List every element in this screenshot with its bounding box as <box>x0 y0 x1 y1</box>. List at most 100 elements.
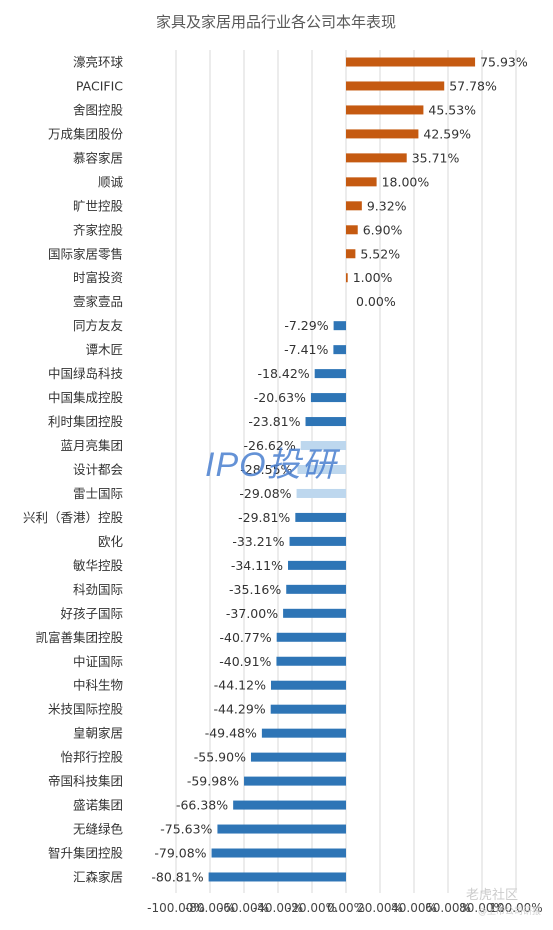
value-label: 35.71% <box>412 150 460 165</box>
bar <box>346 57 476 67</box>
category-label: PACIFIC <box>76 78 123 93</box>
x-tick-label: -80.00% <box>185 901 235 915</box>
value-label: 1.00% <box>353 270 393 285</box>
category-label: 中证国际 <box>73 654 123 669</box>
value-label: -7.41% <box>284 342 328 357</box>
ticks-layer: -100.00%-80.00%-60.00%-40.00%-20.00%0.00… <box>147 901 543 915</box>
value-label: -66.38% <box>176 798 228 813</box>
bar <box>288 560 346 570</box>
value-label: 9.32% <box>367 198 407 213</box>
value-label: 0.00% <box>356 294 396 309</box>
bar <box>346 177 377 187</box>
x-tick-label: 80.00% <box>459 901 505 915</box>
value-label: -23.81% <box>248 414 300 429</box>
value-label: 57.78% <box>449 78 497 93</box>
value-label: -40.91% <box>219 654 271 669</box>
value-label: 6.90% <box>363 222 403 237</box>
category-label: 舍图控股 <box>73 102 124 117</box>
x-tick-label: -40.00% <box>253 901 303 915</box>
bar <box>261 728 346 738</box>
bar <box>283 608 346 618</box>
value-label: -20.63% <box>254 390 306 405</box>
bar <box>300 441 346 451</box>
x-tick-label: 40.00% <box>391 901 437 915</box>
value-label: -18.42% <box>257 366 309 381</box>
bar <box>310 393 346 403</box>
bar <box>250 752 346 762</box>
category-label: 好孩子国际 <box>60 606 123 621</box>
bar <box>346 225 358 235</box>
bar <box>346 81 445 91</box>
x-tick-label: 100.00% <box>489 901 542 915</box>
bar <box>270 680 346 690</box>
x-tick-label: 0.00% <box>327 901 365 915</box>
bar <box>233 800 346 810</box>
category-label: 雷士国际 <box>73 486 123 501</box>
category-label: 谭木匠 <box>85 342 123 357</box>
bar <box>346 201 362 211</box>
bar <box>211 848 346 858</box>
watermark-text: IPO投研 <box>205 446 337 484</box>
bar <box>346 153 407 163</box>
x-tick-label: -100.00% <box>147 901 205 915</box>
category-label: 利时集团控股 <box>48 414 124 429</box>
bar <box>333 321 346 331</box>
category-label: 顺诚 <box>98 174 124 189</box>
value-label: -44.29% <box>214 702 266 717</box>
value-label: -59.98% <box>187 774 239 789</box>
bar <box>276 656 346 666</box>
category-label: 凯富善集团控股 <box>35 630 123 645</box>
bar <box>217 824 346 834</box>
value-label: 18.00% <box>382 174 430 189</box>
category-label: 慕容家居 <box>73 150 123 165</box>
value-label: -40.77% <box>220 630 272 645</box>
category-label: 盛诺集团 <box>73 798 123 813</box>
x-tick-label: 60.00% <box>425 901 471 915</box>
category-label: 齐家控股 <box>73 222 124 237</box>
value-label: 5.52% <box>360 246 400 261</box>
category-label: 汇森家居 <box>73 869 123 884</box>
bars-layer <box>208 57 476 882</box>
category-label: 蓝月亮集团 <box>60 438 123 453</box>
bar <box>270 704 346 714</box>
bar <box>305 417 346 427</box>
value-label: -44.12% <box>214 678 266 693</box>
category-label: 敏华控股 <box>73 558 124 573</box>
category-label: 米技国际控股 <box>48 702 124 717</box>
bar <box>346 249 356 259</box>
category-label: 旷世控股 <box>73 198 124 213</box>
grid-layer <box>175 50 517 893</box>
bar <box>286 584 346 594</box>
bar <box>346 129 419 139</box>
category-label: 中国集成控股 <box>48 390 124 405</box>
x-tick-label: 20.00% <box>357 901 403 915</box>
x-tick-label: -60.00% <box>219 901 269 915</box>
bar <box>244 776 346 786</box>
category-label: 中科生物 <box>73 678 123 693</box>
category-label: 科劲国际 <box>73 582 123 597</box>
value-label: -34.11% <box>231 558 283 573</box>
bar <box>314 369 346 379</box>
corner-watermark: 老虎社区 <box>466 888 519 903</box>
category-label: 中国绿岛科技 <box>48 366 124 381</box>
bar <box>346 105 424 115</box>
category-label: 国际家居零售 <box>48 246 123 261</box>
bar <box>333 345 346 355</box>
value-label: -79.08% <box>154 846 206 861</box>
category-label: 欧化 <box>98 534 124 549</box>
value-label: -49.48% <box>205 726 257 741</box>
bar <box>295 512 346 522</box>
value-label: -75.63% <box>160 822 212 837</box>
value-label: 75.93% <box>480 55 528 70</box>
value-label: -37.00% <box>226 606 278 621</box>
value-label: -7.29% <box>284 318 328 333</box>
category-label: 壹家壹品 <box>73 294 123 309</box>
labels-layer: 濠亮环球 75.93% PACIFIC 57.78% 舍图控股 45.53% 万成集团股份 4… <box>23 55 528 885</box>
category-label: 怡邦行控股 <box>60 750 123 765</box>
bar <box>297 464 346 474</box>
category-label: 万成集团股份 <box>48 126 124 141</box>
x-tick-label: -20.00% <box>287 901 337 915</box>
category-label: 同方友友 <box>73 318 123 333</box>
bar <box>208 872 346 882</box>
